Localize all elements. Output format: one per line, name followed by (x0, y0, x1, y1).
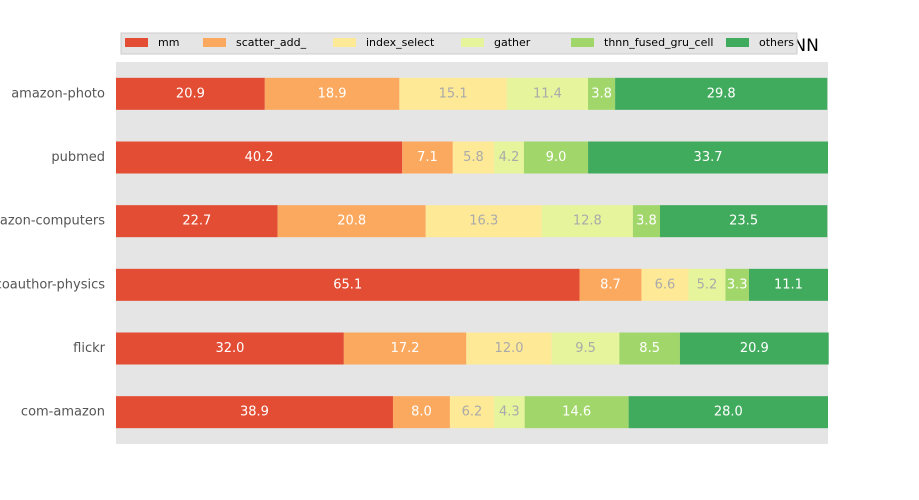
y-tick-label: coauthor-physics (0, 277, 105, 292)
bar-segment (494, 141, 524, 174)
legend-swatch (726, 38, 749, 47)
bar-segment (688, 268, 726, 301)
legend-label: scatter_add_ (236, 36, 307, 49)
bar-segment (524, 396, 629, 429)
legend-swatch (461, 38, 484, 47)
bar-segment (116, 332, 344, 365)
value-label: 11.1 (774, 277, 803, 292)
legend-label: others (759, 36, 794, 49)
bar-segment (277, 205, 426, 238)
value-label: 8.7 (600, 277, 621, 292)
bar-segment (466, 332, 552, 365)
bar-segment (641, 268, 689, 301)
legend-label: gather (494, 36, 531, 49)
value-label: 23.5 (729, 214, 758, 229)
value-label: 22.7 (182, 214, 211, 229)
bar-segment (506, 77, 589, 110)
value-label: 33.7 (694, 150, 723, 165)
value-label: 12.0 (495, 341, 524, 356)
bar-segment (264, 77, 400, 110)
bar-segment (632, 205, 660, 238)
value-label: 5.8 (463, 150, 484, 165)
bar-segment (588, 141, 828, 174)
bar-segment (628, 396, 828, 429)
bar-segment (116, 396, 393, 429)
value-label: 32.0 (215, 341, 244, 356)
legend-label: index_select (366, 36, 435, 49)
bar-segment (659, 205, 828, 238)
bar-segment (725, 268, 749, 301)
value-label: 65.1 (333, 277, 362, 292)
legend-swatch (571, 38, 594, 47)
bar-segment (452, 141, 495, 174)
value-label: 9.0 (546, 150, 567, 165)
value-label: 14.6 (562, 405, 591, 420)
y-tick-label: flickr (73, 341, 105, 356)
value-label: 8.0 (411, 405, 432, 420)
value-label: 5.2 (697, 277, 718, 292)
value-label: 3.3 (727, 277, 748, 292)
bar-segment (449, 396, 495, 429)
value-label: 12.8 (573, 214, 602, 229)
y-tick-label: amazon-photo (11, 86, 105, 101)
bar-segment (551, 332, 620, 365)
bar-segment (748, 268, 828, 301)
bar-segment (392, 396, 450, 429)
bar-segment (399, 77, 507, 110)
bar-segment (494, 396, 525, 429)
bar-segment (116, 141, 403, 174)
value-label: 6.2 (462, 405, 483, 420)
value-label: 20.9 (740, 341, 769, 356)
value-label: 15.1 (439, 86, 468, 101)
value-label: 20.9 (176, 86, 205, 101)
bar-segment (343, 332, 467, 365)
bar-segment (523, 141, 589, 174)
bar-segment (402, 141, 453, 174)
y-tick-label: pubmed (51, 150, 105, 165)
bar-segment (588, 77, 616, 110)
value-label: 28.0 (714, 405, 743, 420)
legend-box (120, 32, 798, 55)
value-label: 6.6 (655, 277, 676, 292)
value-label: 20.8 (337, 214, 366, 229)
bar-segment (116, 77, 265, 110)
y-tick-label: com-amazon (21, 405, 105, 420)
bar-segment (116, 205, 278, 238)
bar-segment (116, 268, 580, 301)
bar-segment (615, 77, 828, 110)
bar-segment (579, 268, 642, 301)
y-tick-label: amazon-computers (0, 214, 105, 229)
value-label: 29.8 (707, 86, 736, 101)
legend-label: thnn_fused_gru_cell (604, 36, 713, 49)
value-label: 7.1 (417, 150, 438, 165)
value-label: 3.8 (636, 214, 657, 229)
plot-background (116, 62, 828, 444)
bar-segment (425, 205, 542, 238)
value-label: 4.2 (499, 150, 520, 165)
value-label: 4.3 (499, 405, 520, 420)
value-label: 8.5 (639, 341, 660, 356)
legend-label: mm (158, 36, 179, 49)
value-label: 38.9 (240, 405, 269, 420)
value-label: 40.2 (245, 150, 274, 165)
value-label: 11.4 (533, 86, 562, 101)
legend-swatch (125, 38, 148, 47)
value-label: 9.5 (575, 341, 596, 356)
value-label: 16.3 (469, 214, 498, 229)
legend-swatch (203, 38, 226, 47)
value-label: 17.2 (391, 341, 420, 356)
legend-swatch (333, 38, 356, 47)
bar-segment (619, 332, 680, 365)
value-label: 18.9 (318, 86, 347, 101)
value-label: 3.8 (591, 86, 612, 101)
bar-segment (541, 205, 633, 238)
bar-segment (679, 332, 829, 365)
